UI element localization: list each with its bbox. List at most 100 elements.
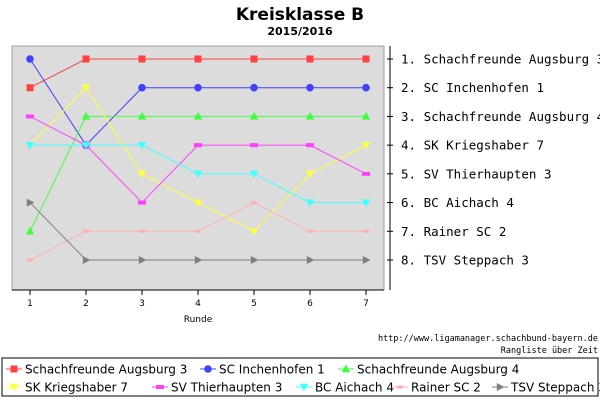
data-point [26, 198, 35, 207]
data-point [81, 84, 91, 93]
chart-title: Kreisklasse B [236, 5, 364, 25]
data-point [361, 111, 371, 120]
legend-label: SK Kriegshaber 7 [25, 380, 128, 394]
data-point [362, 171, 370, 176]
data-point [305, 111, 315, 120]
legend-item: Schachfreunde Augsburg 3 [6, 362, 187, 376]
data-point [249, 228, 259, 236]
rank-label: 6. BC Aichach 4 [401, 195, 514, 210]
legend-item: SV Thierhaupten 3 [152, 380, 282, 394]
data-point [193, 199, 203, 208]
footer-caption: Rangliste über Zeit [501, 346, 598, 356]
data-point [362, 256, 371, 264]
data-point [194, 143, 202, 148]
data-point [307, 229, 313, 233]
data-point [362, 55, 370, 63]
data-point [27, 258, 33, 262]
rank-labels: 1. Schachfreunde Augsburg 3 2. SC Inchenh… [401, 52, 600, 268]
legend-marker [10, 365, 18, 373]
legend-label: TSV Steppach 3 [510, 380, 600, 394]
rank-label: 8. TSV Steppach 3 [401, 253, 529, 268]
data-point [306, 143, 314, 148]
series-group [25, 55, 371, 264]
legend-marker [204, 365, 212, 373]
data-point [193, 170, 203, 179]
legend-item: Schachfreunde Augsburg 4 [338, 362, 519, 376]
legend-item: TSV Steppach 3 [492, 380, 600, 394]
legend-label: BC Aichach 4 [315, 380, 394, 394]
x-tick-label: 6 [307, 299, 313, 309]
series-1 [26, 55, 370, 92]
legend-item: SK Kriegshaber 7 [6, 380, 128, 394]
x-axis-title: Runde [184, 315, 213, 325]
series-4 [25, 84, 371, 236]
data-point [83, 229, 89, 233]
legend-label: Schachfreunde Augsburg 4 [357, 362, 519, 376]
data-point [193, 111, 203, 120]
data-point [26, 55, 34, 63]
data-point [249, 170, 259, 179]
legend-marker [156, 385, 164, 389]
chart-subtitle: 2015/2016 [267, 25, 333, 38]
data-point [361, 141, 371, 150]
legend-item: BC Aichach 4 [296, 380, 394, 394]
data-point [194, 55, 202, 63]
rank-label: 2. SC Inchenhofen 1 [401, 80, 544, 95]
data-point [81, 111, 91, 120]
data-point [82, 55, 90, 63]
data-point [138, 83, 146, 92]
rank-ticks [387, 58, 393, 261]
legend-label: Rainer SC 2 [411, 380, 481, 394]
data-point [251, 200, 257, 205]
data-point [138, 256, 147, 264]
data-point [249, 111, 259, 120]
data-point [250, 256, 259, 264]
legend-label: Schachfreunde Augsburg 3 [25, 362, 187, 376]
footer-url: http://www.ligamanager.schachbund-bayern… [378, 334, 598, 344]
data-point [25, 226, 35, 235]
rank-label: 5. SV Thierhaupten 3 [401, 166, 552, 181]
x-tick-label: 4 [195, 299, 201, 309]
x-tick-label: 1 [27, 299, 33, 309]
data-point [250, 143, 258, 148]
data-point [139, 229, 145, 233]
data-point [138, 200, 146, 205]
data-point [306, 55, 314, 63]
series-8 [26, 198, 371, 264]
data-point [363, 229, 369, 233]
series-3 [25, 111, 371, 235]
data-point [306, 256, 315, 264]
rank-label: 4. SK Kriegshaber 7 [401, 138, 544, 153]
x-tick-label: 3 [139, 299, 145, 309]
series-6 [25, 141, 371, 208]
data-point [194, 83, 202, 92]
plot-area [11, 45, 385, 291]
data-point [81, 141, 91, 150]
data-point [137, 170, 147, 179]
data-point [305, 170, 315, 179]
rank-label: 7. Rainer SC 2 [401, 224, 506, 239]
legend-label: SV Thierhaupten 3 [171, 380, 282, 394]
legend-marker [299, 383, 309, 392]
legend-marker [496, 383, 505, 391]
data-point [305, 199, 315, 208]
legend-marker [397, 385, 403, 389]
data-point [26, 84, 34, 92]
data-point [137, 111, 147, 120]
data-point [361, 199, 371, 208]
data-point [250, 83, 258, 92]
x-axis [12, 289, 384, 295]
data-point [250, 55, 258, 63]
data-point [82, 256, 91, 264]
legend-marker [9, 383, 19, 392]
rank-label: 3. Schachfreunde Augsburg 4 [401, 109, 600, 124]
data-point [25, 141, 35, 150]
data-point [137, 141, 147, 150]
legend-item: SC Inchenhofen 1 [200, 362, 325, 376]
data-point [306, 83, 314, 92]
legend-item: Rainer SC 2 [392, 380, 481, 394]
data-point [138, 55, 146, 63]
legend-marker [341, 364, 351, 373]
legend-label: SC Inchenhofen 1 [219, 362, 325, 376]
